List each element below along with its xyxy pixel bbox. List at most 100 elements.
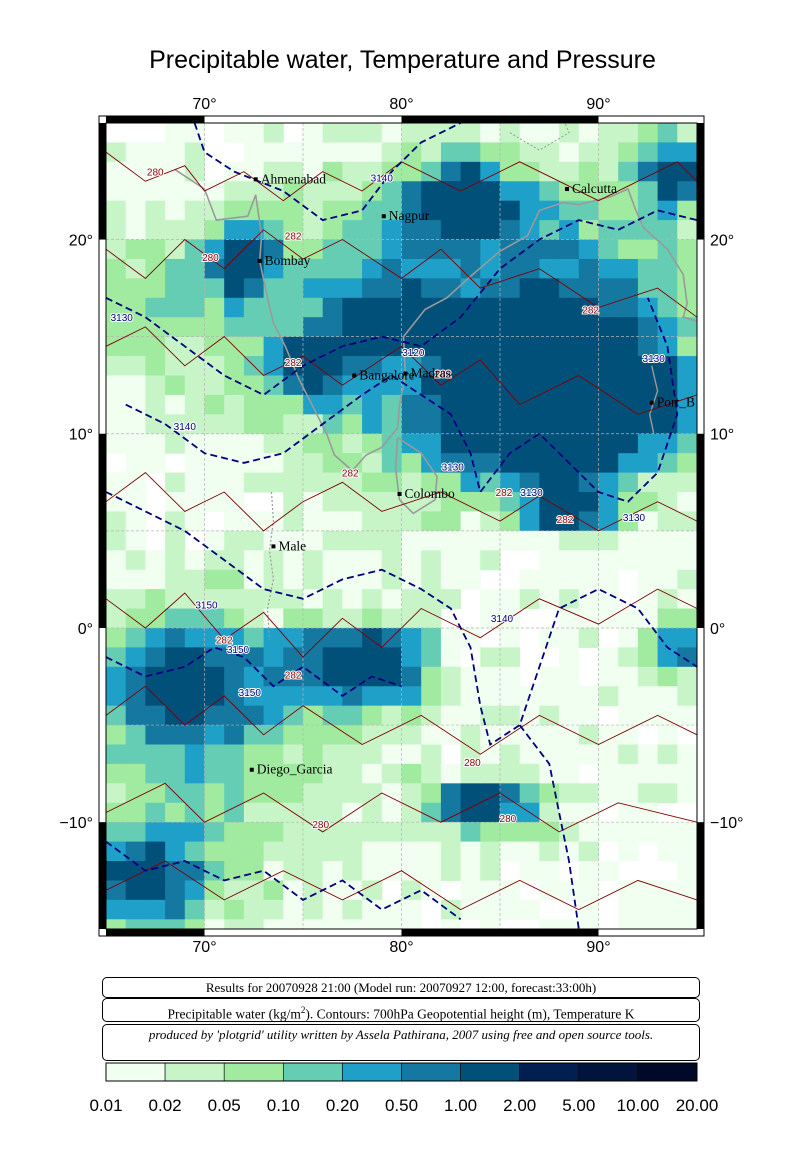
colorbar-segment xyxy=(578,1062,639,1082)
water-cell xyxy=(559,530,580,551)
water-cell xyxy=(303,608,324,629)
water-cell xyxy=(381,336,402,357)
water-cell xyxy=(204,472,225,493)
water-cell xyxy=(598,220,619,241)
water-cell xyxy=(243,686,265,707)
water-cell xyxy=(500,278,521,299)
water-cell xyxy=(460,763,481,784)
water-cell xyxy=(381,763,402,784)
water-cell xyxy=(362,336,383,357)
water-cell xyxy=(460,433,481,454)
water-cell xyxy=(283,278,304,299)
water-cell xyxy=(303,841,324,862)
water-cell xyxy=(480,492,501,512)
water-cell xyxy=(401,453,422,474)
water-cell xyxy=(106,647,127,668)
water-cell xyxy=(598,356,619,376)
water-cell xyxy=(303,375,324,396)
water-cell xyxy=(125,375,146,396)
water-cell xyxy=(243,375,265,396)
water-cell xyxy=(125,783,146,804)
water-cell xyxy=(460,725,481,745)
water-cell xyxy=(303,783,324,804)
water-cell xyxy=(125,550,146,571)
water-cell xyxy=(263,142,284,163)
water-cell xyxy=(362,783,383,804)
water-cell xyxy=(618,278,639,299)
height-contour xyxy=(518,724,580,930)
water-cell xyxy=(125,297,146,318)
water-cell xyxy=(283,822,304,843)
water-cell xyxy=(165,511,186,532)
legend-description: Precipitable water (kg/m2). Contours: 70… xyxy=(102,998,700,1022)
water-cell xyxy=(184,919,205,929)
water-cell xyxy=(480,608,501,629)
water-cell xyxy=(145,278,166,299)
water-cell xyxy=(322,336,343,357)
water-cell xyxy=(440,569,462,590)
water-cell xyxy=(618,453,639,474)
water-cell xyxy=(480,530,501,551)
water-cell xyxy=(559,472,580,493)
water-cell xyxy=(243,200,265,221)
colorbar-label: 0.50 xyxy=(384,1096,419,1115)
water-cell xyxy=(362,278,383,299)
water-cell xyxy=(618,336,639,357)
water-cell xyxy=(618,123,639,143)
water-cell xyxy=(657,123,678,143)
city-label: Bangalore xyxy=(359,367,414,382)
water-cell xyxy=(303,278,324,299)
water-cell xyxy=(381,705,402,726)
water-cell xyxy=(145,569,166,590)
water-cell xyxy=(362,492,383,512)
water-cell xyxy=(657,919,678,929)
water-cell xyxy=(322,899,343,920)
water-cell xyxy=(618,705,639,726)
water-cell xyxy=(362,550,383,571)
water-cell xyxy=(204,220,225,241)
water-cell xyxy=(657,608,678,629)
water-cell xyxy=(440,647,462,668)
water-cell xyxy=(421,200,442,221)
water-cell xyxy=(500,453,521,474)
water-cell xyxy=(362,705,383,726)
water-cell xyxy=(204,589,225,610)
water-cell xyxy=(342,142,363,163)
water-cell xyxy=(637,647,659,668)
contour-label: 282 xyxy=(342,468,359,479)
water-cell xyxy=(303,258,324,279)
water-cell xyxy=(204,550,225,571)
water-cell xyxy=(184,880,205,901)
water-cell xyxy=(243,414,265,435)
water-cell xyxy=(243,627,265,648)
water-cell xyxy=(440,666,462,687)
water-cell xyxy=(677,356,698,376)
water-cell xyxy=(362,589,383,610)
water-cell xyxy=(598,511,619,532)
water-cell xyxy=(224,278,245,299)
water-cell xyxy=(243,899,265,920)
water-cell xyxy=(145,899,166,920)
water-cell xyxy=(283,200,304,221)
water-cell xyxy=(401,627,422,648)
colorbar-segment xyxy=(401,1062,461,1082)
longitude-tick-label: 80° xyxy=(389,939,413,956)
water-cell xyxy=(224,297,245,318)
water-cell xyxy=(204,608,225,629)
water-cell xyxy=(677,336,698,357)
water-cell xyxy=(480,142,501,163)
temperature-contour xyxy=(105,782,698,833)
water-cell xyxy=(342,278,363,299)
water-cell xyxy=(145,200,166,221)
water-cell xyxy=(578,394,599,415)
water-cell xyxy=(637,278,659,299)
water-cell xyxy=(440,317,462,338)
water-cell xyxy=(440,822,462,843)
water-cell xyxy=(381,356,402,376)
water-cell xyxy=(342,666,363,687)
water-cell xyxy=(657,453,678,474)
water-cell xyxy=(224,841,245,862)
water-cell xyxy=(283,317,304,338)
water-cell xyxy=(145,161,166,182)
